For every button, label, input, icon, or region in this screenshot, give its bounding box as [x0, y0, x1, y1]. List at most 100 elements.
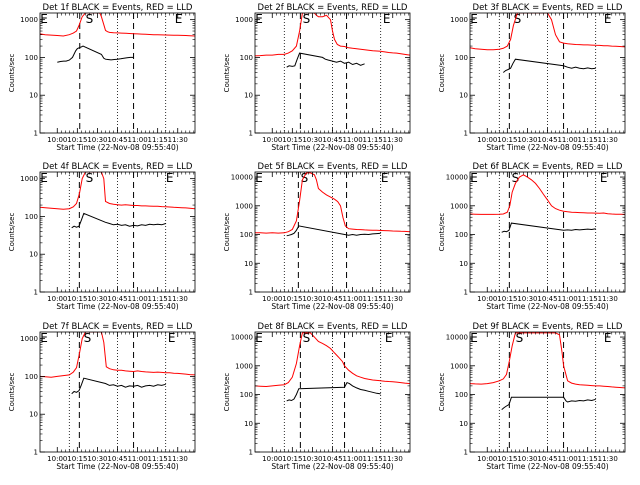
y-tick-label: 100	[455, 54, 468, 62]
x-tick-label: 10:30	[87, 295, 107, 303]
y-tick-label: 10	[459, 420, 468, 428]
start-marker-label: S	[303, 12, 311, 26]
end-marker-label: E	[40, 331, 48, 345]
end-marker-label: E	[600, 171, 608, 185]
end-marker-label: E	[470, 171, 478, 185]
x-tick-label: 11:30	[168, 455, 188, 463]
x-tick-label: 11:00	[342, 136, 362, 144]
y-tick-label: 1000	[235, 16, 253, 24]
y-tick-label: 100	[455, 231, 468, 239]
x-tick-label: 11:30	[598, 295, 618, 303]
panel-title: Det 6f BLACK = Events, RED = LLD	[473, 162, 623, 172]
panel-title: Det 1f BLACK = Events, RED = LLD	[43, 3, 193, 13]
x-tick-label: 10:45	[322, 295, 342, 303]
x-tick-label: 10:45	[537, 455, 557, 463]
x-tick-label: 11:00	[557, 455, 577, 463]
end-marker-label: E	[255, 171, 263, 185]
series-lld-line	[40, 13, 195, 37]
x-tick-label: 10:30	[87, 455, 107, 463]
x-tick-label: 11:15	[148, 455, 168, 463]
end-marker-label: E	[40, 171, 48, 185]
y-axis-label: Counts/sec	[438, 373, 446, 412]
series-events-line	[286, 225, 381, 237]
y-tick-label: 10000	[231, 334, 253, 342]
y-tick-label: 100	[25, 54, 38, 62]
y-tick-label: 1	[249, 130, 253, 138]
panel-title: Det 9f BLACK = Events, RED = LLD	[473, 322, 623, 332]
x-tick-label: 10:45	[537, 136, 557, 144]
y-tick-label: 10000	[446, 174, 468, 182]
start-marker-label: S	[512, 171, 520, 185]
y-tick-label: 10	[29, 411, 38, 419]
y-tick-label: 1	[34, 449, 38, 457]
x-tick-label: 10:45	[322, 455, 342, 463]
x-tick-label: 10:15	[67, 295, 87, 303]
y-axis-label: Counts/sec	[223, 373, 231, 412]
start-marker-label: S	[301, 171, 309, 185]
x-tick-label: 11:30	[168, 136, 188, 144]
x-tick-label: 10:30	[302, 455, 322, 463]
y-tick-label: 1	[249, 449, 253, 457]
panel-title: Det 5f BLACK = Events, RED = LLD	[258, 162, 408, 172]
x-tick-label: 11:00	[127, 136, 147, 144]
x-tick-label: 11:00	[342, 295, 362, 303]
x-tick-label: 10:00	[47, 455, 67, 463]
start-marker-label: S	[514, 12, 522, 26]
y-tick-label: 1	[34, 130, 38, 138]
y-axis-label: Counts/sec	[223, 54, 231, 93]
series-events-line	[286, 381, 381, 402]
y-tick-label: 1	[464, 130, 468, 138]
panel-title: Det 2f BLACK = Events, RED = LLD	[258, 3, 408, 13]
x-tick-label: 11:00	[342, 455, 362, 463]
series-lld-line	[470, 13, 625, 51]
x-tick-label: 10:15	[282, 136, 302, 144]
y-tick-label: 100	[240, 54, 253, 62]
x-axis-label: Start Time (22-Nov-08 09:55:40)	[486, 302, 608, 311]
series-events-line	[502, 58, 596, 73]
y-tick-label: 1	[249, 289, 253, 297]
x-tick-label: 10:00	[47, 136, 67, 144]
x-axis-label: Start Time (22-Nov-08 09:55:40)	[486, 462, 608, 471]
y-tick-label: 100	[240, 391, 253, 399]
x-tick-label: 11:00	[127, 455, 147, 463]
y-axis-label: Counts/sec	[438, 213, 446, 252]
x-tick-label: 11:30	[168, 295, 188, 303]
x-tick-label: 10:00	[477, 136, 497, 144]
y-tick-label: 1000	[20, 16, 38, 24]
y-tick-label: 10000	[231, 174, 253, 182]
y-tick-label: 100	[240, 231, 253, 239]
y-tick-label: 10	[29, 251, 38, 259]
x-tick-label: 11:30	[383, 295, 403, 303]
y-axis-label: Counts/sec	[8, 213, 16, 252]
x-tick-label: 10:45	[107, 455, 127, 463]
x-tick-label: 10:45	[322, 136, 342, 144]
series-events-line	[286, 52, 365, 68]
x-tick-label: 10:15	[497, 136, 517, 144]
y-tick-label: 10	[29, 92, 38, 100]
x-tick-label: 11:00	[557, 136, 577, 144]
y-tick-label: 10	[459, 260, 468, 268]
x-tick-label: 10:15	[497, 295, 517, 303]
end-marker-label: E	[383, 12, 391, 26]
series-lld-line	[40, 332, 195, 378]
y-tick-label: 1000	[450, 362, 468, 370]
series-events-line	[57, 45, 134, 63]
series-lld-line	[470, 174, 625, 215]
end-marker-label: E	[385, 331, 393, 345]
panel-title: Det 8f BLACK = Events, RED = LLD	[258, 322, 408, 332]
x-tick-label: 10:30	[517, 136, 537, 144]
x-tick-label: 11:30	[383, 455, 403, 463]
x-tick-label: 11:15	[363, 136, 383, 144]
x-tick-label: 10:45	[107, 136, 127, 144]
y-tick-label: 1000	[235, 362, 253, 370]
x-axis-label: Start Time (22-Nov-08 09:55:40)	[56, 462, 178, 471]
x-tick-label: 11:15	[578, 295, 598, 303]
end-marker-label: E	[255, 12, 263, 26]
x-tick-label: 10:30	[302, 295, 322, 303]
